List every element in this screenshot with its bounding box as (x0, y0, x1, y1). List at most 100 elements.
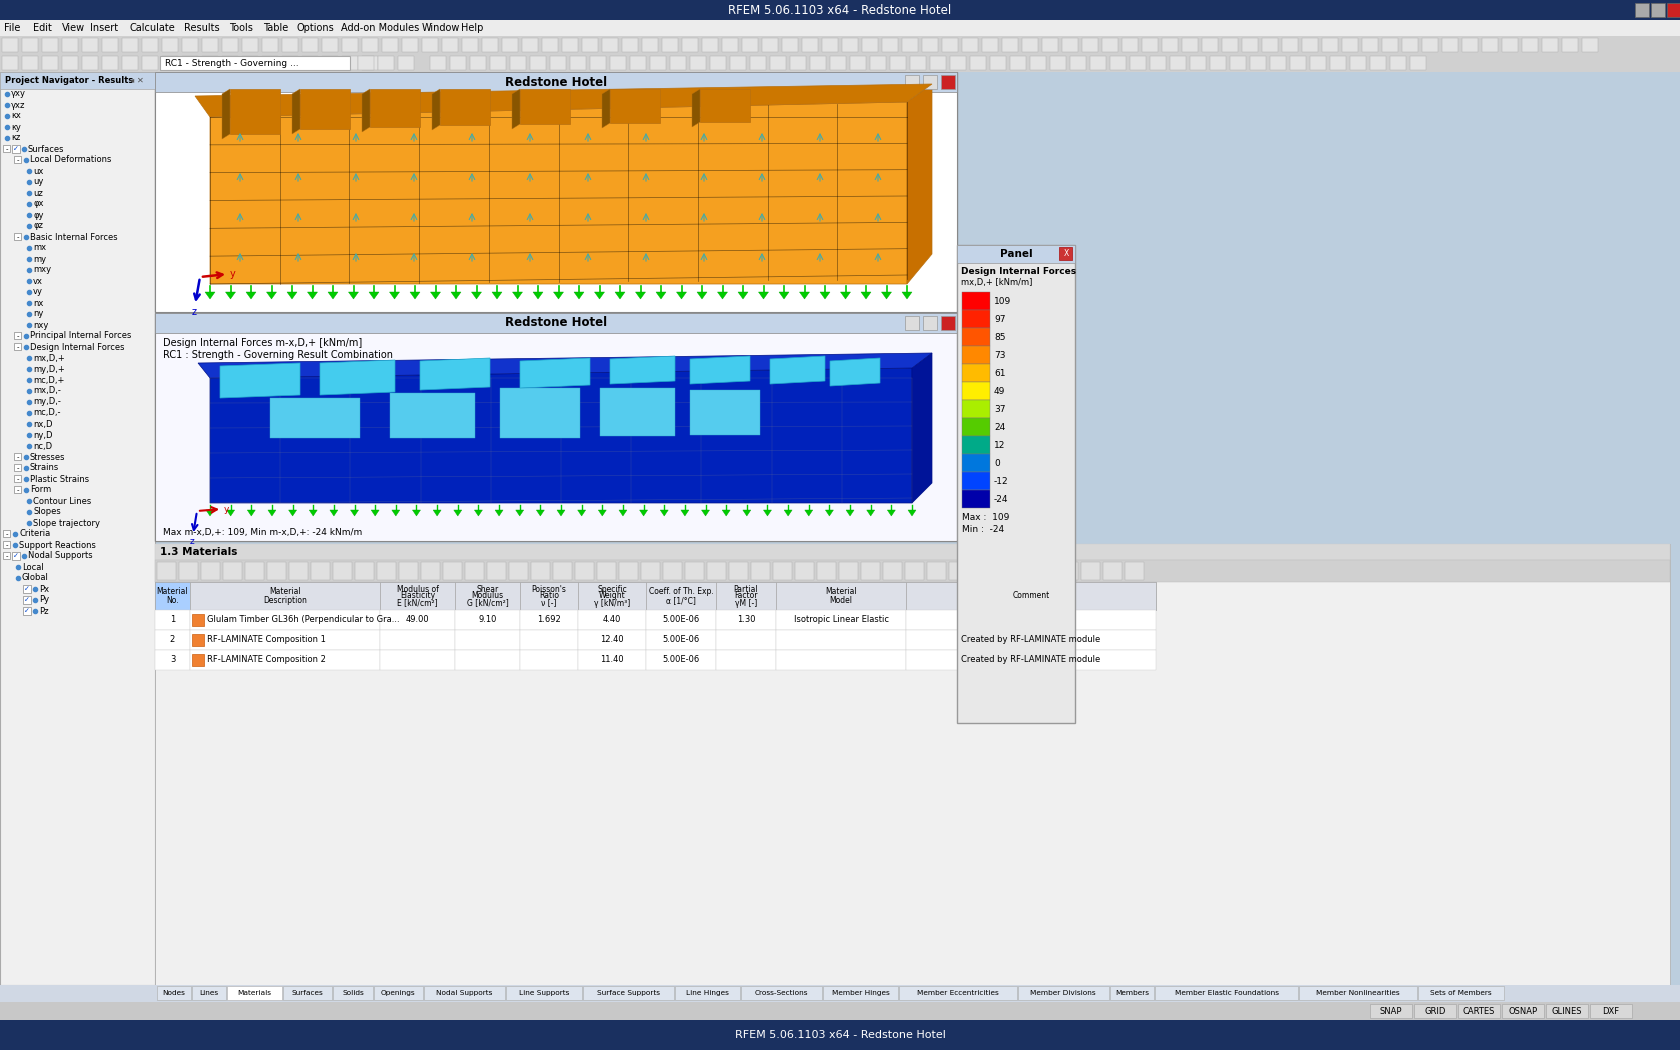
Text: G [kN/cm²]: G [kN/cm²] (467, 598, 509, 608)
Text: Plastic Strains: Plastic Strains (30, 475, 89, 483)
Bar (262, 56, 277, 70)
Bar (776, 630, 906, 650)
Polygon shape (722, 510, 731, 516)
Bar (1058, 562, 1079, 580)
Bar (333, 562, 353, 580)
Bar (958, 245, 1075, 262)
Text: Created by RF-LAMINATE module: Created by RF-LAMINATE module (961, 655, 1100, 665)
Bar (430, 56, 445, 70)
Polygon shape (660, 510, 669, 516)
Text: Nodal Supports: Nodal Supports (29, 551, 92, 561)
Bar (398, 56, 413, 70)
Bar (402, 38, 418, 52)
Text: -: - (5, 553, 8, 559)
Text: Project Navigator - Results: Project Navigator - Results (5, 76, 133, 85)
Bar (282, 986, 333, 1000)
Bar (906, 582, 1156, 610)
Bar (553, 562, 571, 580)
Polygon shape (319, 360, 395, 395)
Text: 4.40: 4.40 (603, 615, 622, 625)
Text: Panel: Panel (1000, 249, 1032, 259)
Bar (596, 562, 617, 580)
Bar (455, 582, 521, 610)
Bar (922, 75, 937, 89)
Text: mx: mx (34, 244, 45, 252)
Bar (810, 56, 827, 70)
Polygon shape (800, 292, 810, 299)
Bar (521, 630, 578, 650)
Bar (1080, 562, 1100, 580)
Polygon shape (420, 358, 491, 390)
Bar (922, 316, 937, 330)
Polygon shape (492, 292, 502, 299)
Polygon shape (512, 89, 521, 129)
Bar (795, 562, 815, 580)
Text: Design Internal Forces: Design Internal Forces (961, 267, 1077, 275)
Polygon shape (227, 510, 235, 516)
Text: RC1 : Strength - Governing Result Combination: RC1 : Strength - Governing Result Combin… (163, 350, 393, 360)
Bar (902, 38, 917, 52)
Bar (1369, 1004, 1411, 1018)
Text: ν [-]: ν [-] (541, 598, 556, 608)
Text: E [kN/cm²]: E [kN/cm²] (396, 598, 438, 608)
Bar (963, 418, 990, 436)
Text: Lines: Lines (200, 990, 218, 996)
Text: Weight: Weight (598, 591, 625, 601)
Text: Member Divisions: Member Divisions (1030, 990, 1095, 996)
Bar (776, 650, 906, 670)
Bar (1542, 38, 1557, 52)
Bar (716, 582, 776, 610)
Text: 109: 109 (995, 296, 1011, 306)
Text: Results: Results (92, 989, 123, 997)
Bar (1369, 56, 1386, 70)
Bar (1050, 56, 1067, 70)
Polygon shape (307, 292, 318, 299)
Bar (543, 38, 558, 52)
Bar (155, 72, 958, 312)
Text: 1: 1 (170, 615, 175, 625)
Bar (890, 56, 906, 70)
Polygon shape (371, 510, 380, 516)
Bar (563, 38, 578, 52)
Bar (0, 36, 1680, 54)
Bar (1042, 38, 1058, 52)
Bar (685, 562, 704, 580)
Text: κz: κz (12, 133, 20, 143)
Text: 49.00: 49.00 (405, 615, 430, 625)
Bar (400, 562, 418, 580)
Polygon shape (413, 510, 420, 516)
Bar (1110, 56, 1126, 70)
Text: 1.30: 1.30 (738, 615, 756, 625)
Bar (969, 56, 986, 70)
Bar (155, 313, 958, 541)
Bar (361, 56, 378, 70)
Bar (440, 89, 491, 125)
Bar (455, 610, 521, 630)
Bar (1415, 1004, 1457, 1018)
Bar (155, 544, 1670, 1015)
Text: -: - (17, 454, 18, 460)
Text: Views: Views (66, 989, 89, 997)
Text: ✓: ✓ (24, 608, 30, 614)
Bar (790, 56, 806, 70)
Bar (390, 393, 475, 438)
Polygon shape (717, 292, 727, 299)
Bar (323, 56, 338, 70)
Text: RFEM 5.06.1103 x64 - Redstone Hotel: RFEM 5.06.1103 x64 - Redstone Hotel (734, 1030, 946, 1040)
Polygon shape (533, 292, 543, 299)
Polygon shape (882, 292, 892, 299)
Text: mx,D,-: mx,D,- (34, 386, 60, 396)
Polygon shape (390, 292, 400, 299)
Bar (223, 562, 242, 580)
Text: Materials: Materials (237, 990, 272, 996)
Bar (1230, 56, 1247, 70)
Polygon shape (370, 292, 380, 299)
Bar (963, 472, 990, 490)
Bar (381, 38, 398, 52)
Polygon shape (743, 510, 751, 516)
Bar (102, 56, 118, 70)
Bar (190, 650, 380, 670)
Text: Partial: Partial (734, 585, 758, 593)
Bar (949, 562, 968, 580)
Bar (2, 56, 18, 70)
